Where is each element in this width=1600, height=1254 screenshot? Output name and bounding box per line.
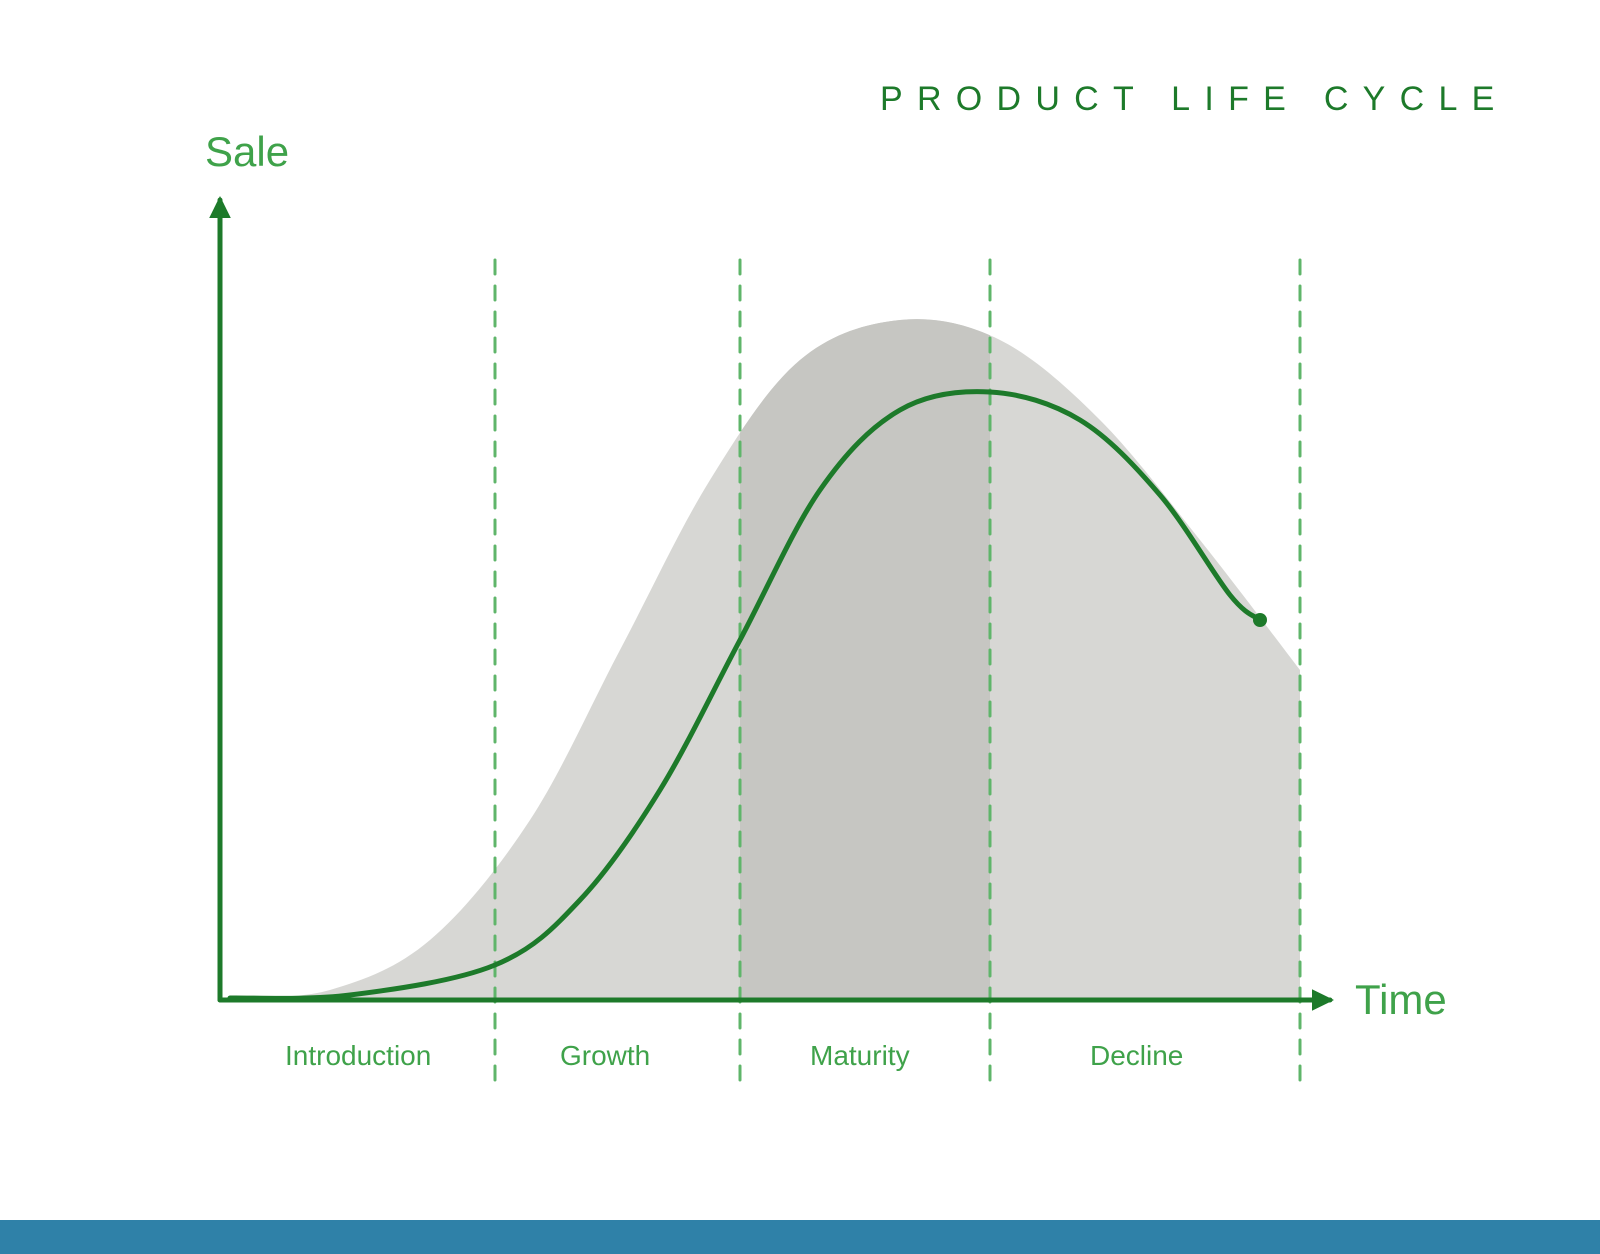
plc-chart [0, 0, 1600, 1254]
stage-label-decline: Decline [1090, 1040, 1183, 1072]
chart-title: PRODUCT LIFE CYCLE [880, 80, 1509, 119]
stage-label-growth: Growth [560, 1040, 650, 1072]
y-axis-label: Sale [205, 128, 289, 176]
x-axis-label: Time [1355, 976, 1447, 1024]
y-axis-arrow-icon [209, 196, 231, 218]
x-axis-arrow-icon [1312, 989, 1334, 1011]
stage-label-maturity: Maturity [810, 1040, 910, 1072]
curve-end-dot-icon [1253, 613, 1267, 627]
bottom-bar [0, 1220, 1600, 1254]
stage-label-introduction: Introduction [285, 1040, 431, 1072]
